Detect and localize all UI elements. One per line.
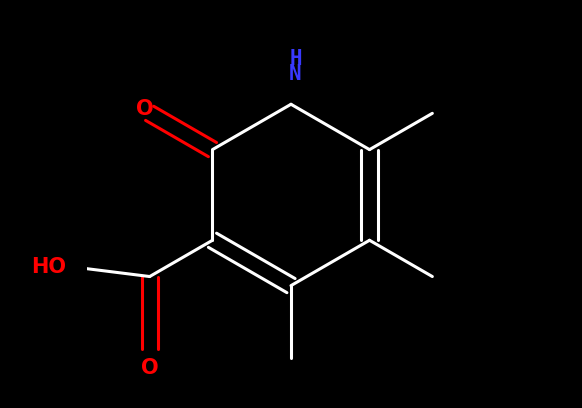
Text: O: O (136, 99, 154, 119)
Text: H: H (289, 49, 302, 69)
Text: N: N (289, 64, 302, 84)
Text: O: O (141, 358, 158, 378)
Text: HO: HO (31, 257, 66, 277)
